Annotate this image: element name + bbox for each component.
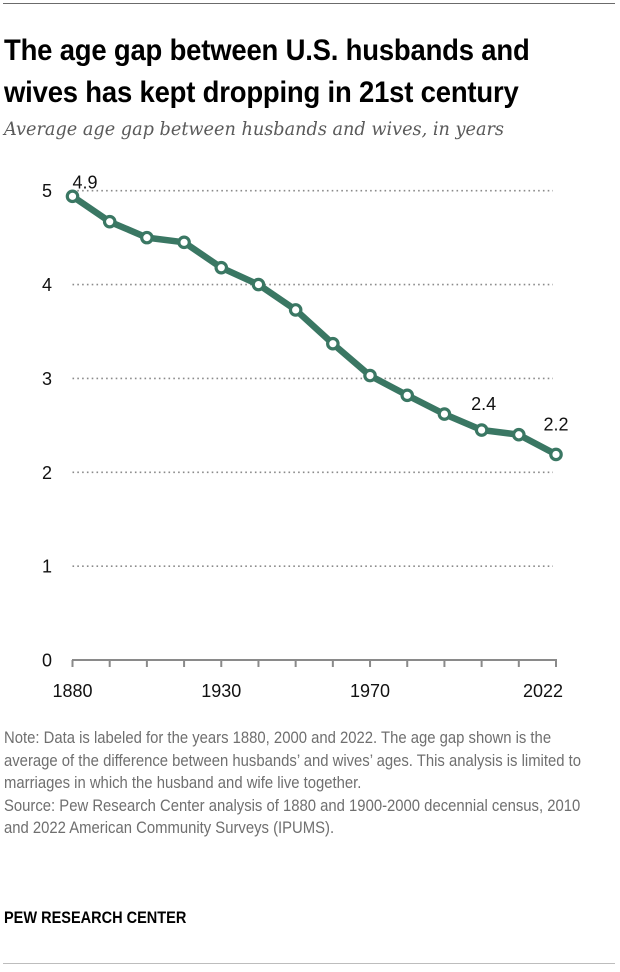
y-axis-labels: 0 1 2 3 4 5 (42, 181, 52, 670)
data-label-1880: 4.9 (73, 172, 98, 192)
bottom-rule (3, 963, 615, 964)
data-label-2000: 2.4 (471, 394, 496, 414)
source-text: Source: Pew Research Center analysis of … (4, 796, 581, 838)
x-tick-label-1970: 1970 (350, 681, 390, 701)
data-point-1930 (214, 260, 229, 275)
note-text: Note: Data is labeled for the years 1880… (4, 729, 582, 793)
data-point-1960 (326, 336, 340, 351)
top-rule (3, 3, 615, 4)
x-axis-labels: 1880 1930 1970 2022 (52, 681, 563, 701)
data-label-2022: 2.2 (543, 414, 568, 434)
x-tick-label-1930: 1930 (201, 681, 241, 701)
chart-notes: Note: Data is labeled for the years 1880… (4, 727, 598, 840)
brand-label: PEW RESEARCH CENTER (4, 909, 187, 927)
data-point-2022 (549, 447, 563, 462)
data-point-1920 (177, 235, 191, 250)
x-axis (71, 659, 557, 667)
y-tick-label-4: 4 (42, 275, 52, 295)
data-point-1900 (102, 214, 117, 229)
data-labels: 4.9 2.4 2.2 (73, 172, 569, 434)
data-point-1950 (288, 303, 303, 317)
chart-title: The age gap between U.S. husbands and wi… (4, 30, 590, 114)
x-tick-label-2022: 2022 (523, 681, 563, 701)
data-point-1940 (251, 277, 266, 292)
data-point-1910 (140, 230, 154, 245)
chart-title-line-2: wives has kept dropping in 21st century (4, 76, 519, 109)
gridlines (72, 189, 553, 567)
y-tick-label-2: 2 (42, 463, 52, 483)
data-point-1990 (437, 407, 452, 421)
data-point-1970 (363, 368, 377, 383)
x-tick-label-1880: 1880 (52, 681, 92, 701)
data-point-1980 (400, 388, 415, 403)
data-point-2010 (512, 427, 526, 442)
y-tick-label-3: 3 (42, 369, 52, 389)
data-point-2000 (474, 423, 489, 437)
data-point-1880 (65, 189, 80, 204)
y-tick-label-1: 1 (42, 557, 52, 577)
y-tick-label-5: 5 (42, 181, 52, 201)
series-markers (65, 189, 563, 462)
chart-title-line-1: The age gap between U.S. husbands and (4, 34, 530, 67)
y-tick-label-0: 0 (42, 651, 52, 671)
chart-subtitle: Average age gap between husbands and wiv… (4, 118, 505, 140)
